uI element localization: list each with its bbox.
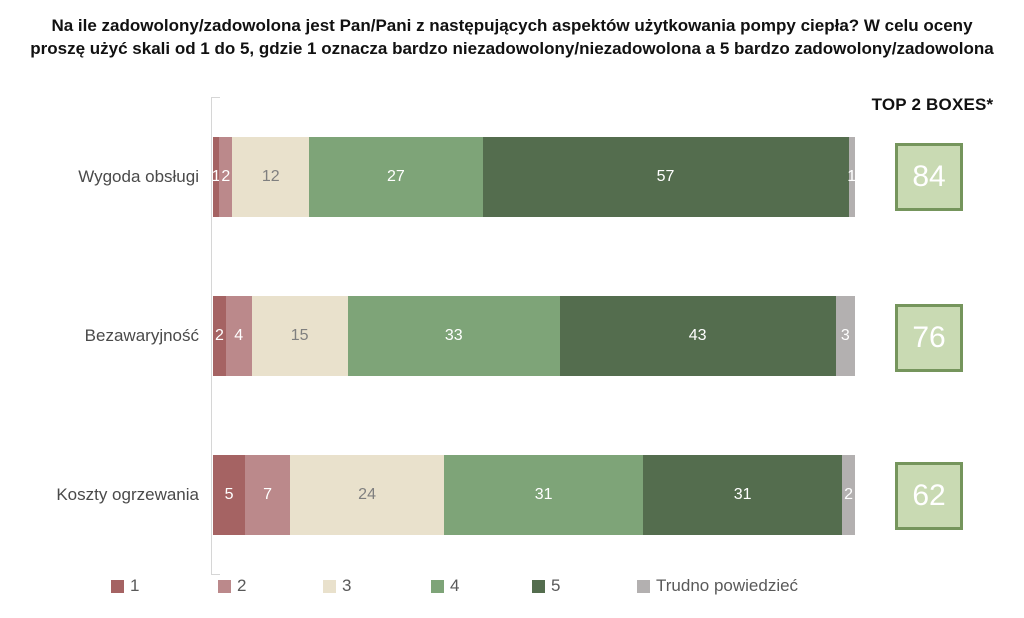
bar-segment-score-4: 31 — [444, 455, 644, 535]
y-axis-tick-top — [211, 97, 220, 98]
top2-box: 62 — [895, 462, 963, 530]
bar-segment-score-Trudno powiedzieć: 2 — [842, 455, 855, 535]
bar-segment-score-2: 7 — [245, 455, 291, 535]
segment-value: 24 — [358, 486, 376, 503]
bar-segment-score-2: 2 — [219, 137, 233, 217]
category-label: Bezawaryjność — [84, 326, 199, 345]
segment-value: 31 — [733, 486, 752, 503]
legend-label: 2 — [237, 576, 247, 595]
legend-label: 4 — [450, 576, 460, 595]
segment-value: 15 — [290, 327, 309, 344]
bar-segment-score-Trudno powiedzieć: 3 — [835, 296, 855, 376]
top2-box: 84 — [895, 143, 963, 211]
legend-item-1: 1 — [111, 576, 139, 596]
legend-item-3: 3 — [323, 576, 351, 596]
legend-swatch-icon — [111, 579, 124, 593]
bar-segment-score-5: 57 — [482, 137, 849, 217]
bar-segment-score-3: 15 — [251, 296, 348, 376]
segment-value: 2 — [221, 168, 231, 185]
segment-value: 2 — [844, 486, 853, 503]
bar-segment-score-4: 33 — [347, 296, 560, 376]
y-axis-tick-bottom — [211, 574, 220, 575]
legend-swatch-icon — [532, 579, 545, 593]
segment-value: 43 — [688, 327, 707, 344]
bar-segment-score-2: 4 — [225, 296, 252, 376]
segment-value: 5 — [224, 486, 234, 503]
legend-item-2: 2 — [218, 576, 246, 596]
legend-item-4: 4 — [431, 576, 459, 596]
bar-segment-score-3: 24 — [290, 455, 445, 535]
legend: 1 2 3 4 5 Trudno powiedzieć — [0, 576, 1024, 600]
legend-swatch-icon — [637, 579, 650, 593]
segment-value: 4 — [234, 327, 244, 344]
segment-value: 3 — [840, 327, 850, 344]
bar-segment-score-3: 12 — [232, 137, 310, 217]
legend-item-5: 5 — [532, 576, 560, 596]
legend-swatch-icon — [431, 579, 444, 593]
bar-segment-score-5: 31 — [643, 455, 843, 535]
segment-value: 7 — [263, 486, 273, 503]
segment-value: 1 — [847, 168, 857, 185]
chart-title-line2: proszę użyć skali od 1 do 5, gdzie 1 ozn… — [30, 39, 994, 58]
bar-segment-score-Trudno powiedzieć: 1 — [847, 137, 857, 217]
bar-segment-score-4: 27 — [309, 137, 483, 217]
chart-title-line1: Na ile zadowolony/zadowolona jest Pan/Pa… — [51, 16, 973, 35]
legend-label: 5 — [551, 576, 561, 595]
bar-segment-score-5: 43 — [559, 296, 836, 376]
legend-item-6: Trudno powiedzieć — [637, 576, 798, 596]
legend-swatch-icon — [218, 579, 231, 593]
segment-value: 2 — [214, 327, 224, 344]
stacked-bar: 5 7 24 31 31 2 — [213, 455, 855, 535]
legend-label: Trudno powiedzieć — [656, 576, 799, 595]
category-label: Koszty ogrzewania — [56, 485, 199, 504]
segment-value: 12 — [261, 168, 280, 185]
segment-value: 57 — [656, 168, 675, 185]
segment-value: 31 — [534, 486, 553, 503]
top2-box: 76 — [895, 304, 963, 372]
category-label: Wygoda obsługi — [78, 167, 199, 186]
legend-label: 3 — [342, 576, 352, 595]
y-axis-line — [211, 97, 212, 575]
stacked-bar: 2 4 15 33 43 3 — [213, 296, 855, 376]
bar-segment-score-1: 5 — [213, 455, 246, 535]
stacked-bar: 1 2 12 27 57 1 — [212, 137, 857, 217]
top2-boxes-header: TOP 2 BOXES* — [871, 95, 994, 114]
legend-swatch-icon — [323, 579, 336, 593]
legend-label: 1 — [130, 576, 140, 595]
segment-value: 33 — [444, 327, 463, 344]
chart-title: Na ile zadowolony/zadowolona jest Pan/Pa… — [0, 14, 1024, 60]
segment-value: 27 — [387, 168, 405, 185]
bar-segment-score-1: 2 — [213, 296, 226, 376]
